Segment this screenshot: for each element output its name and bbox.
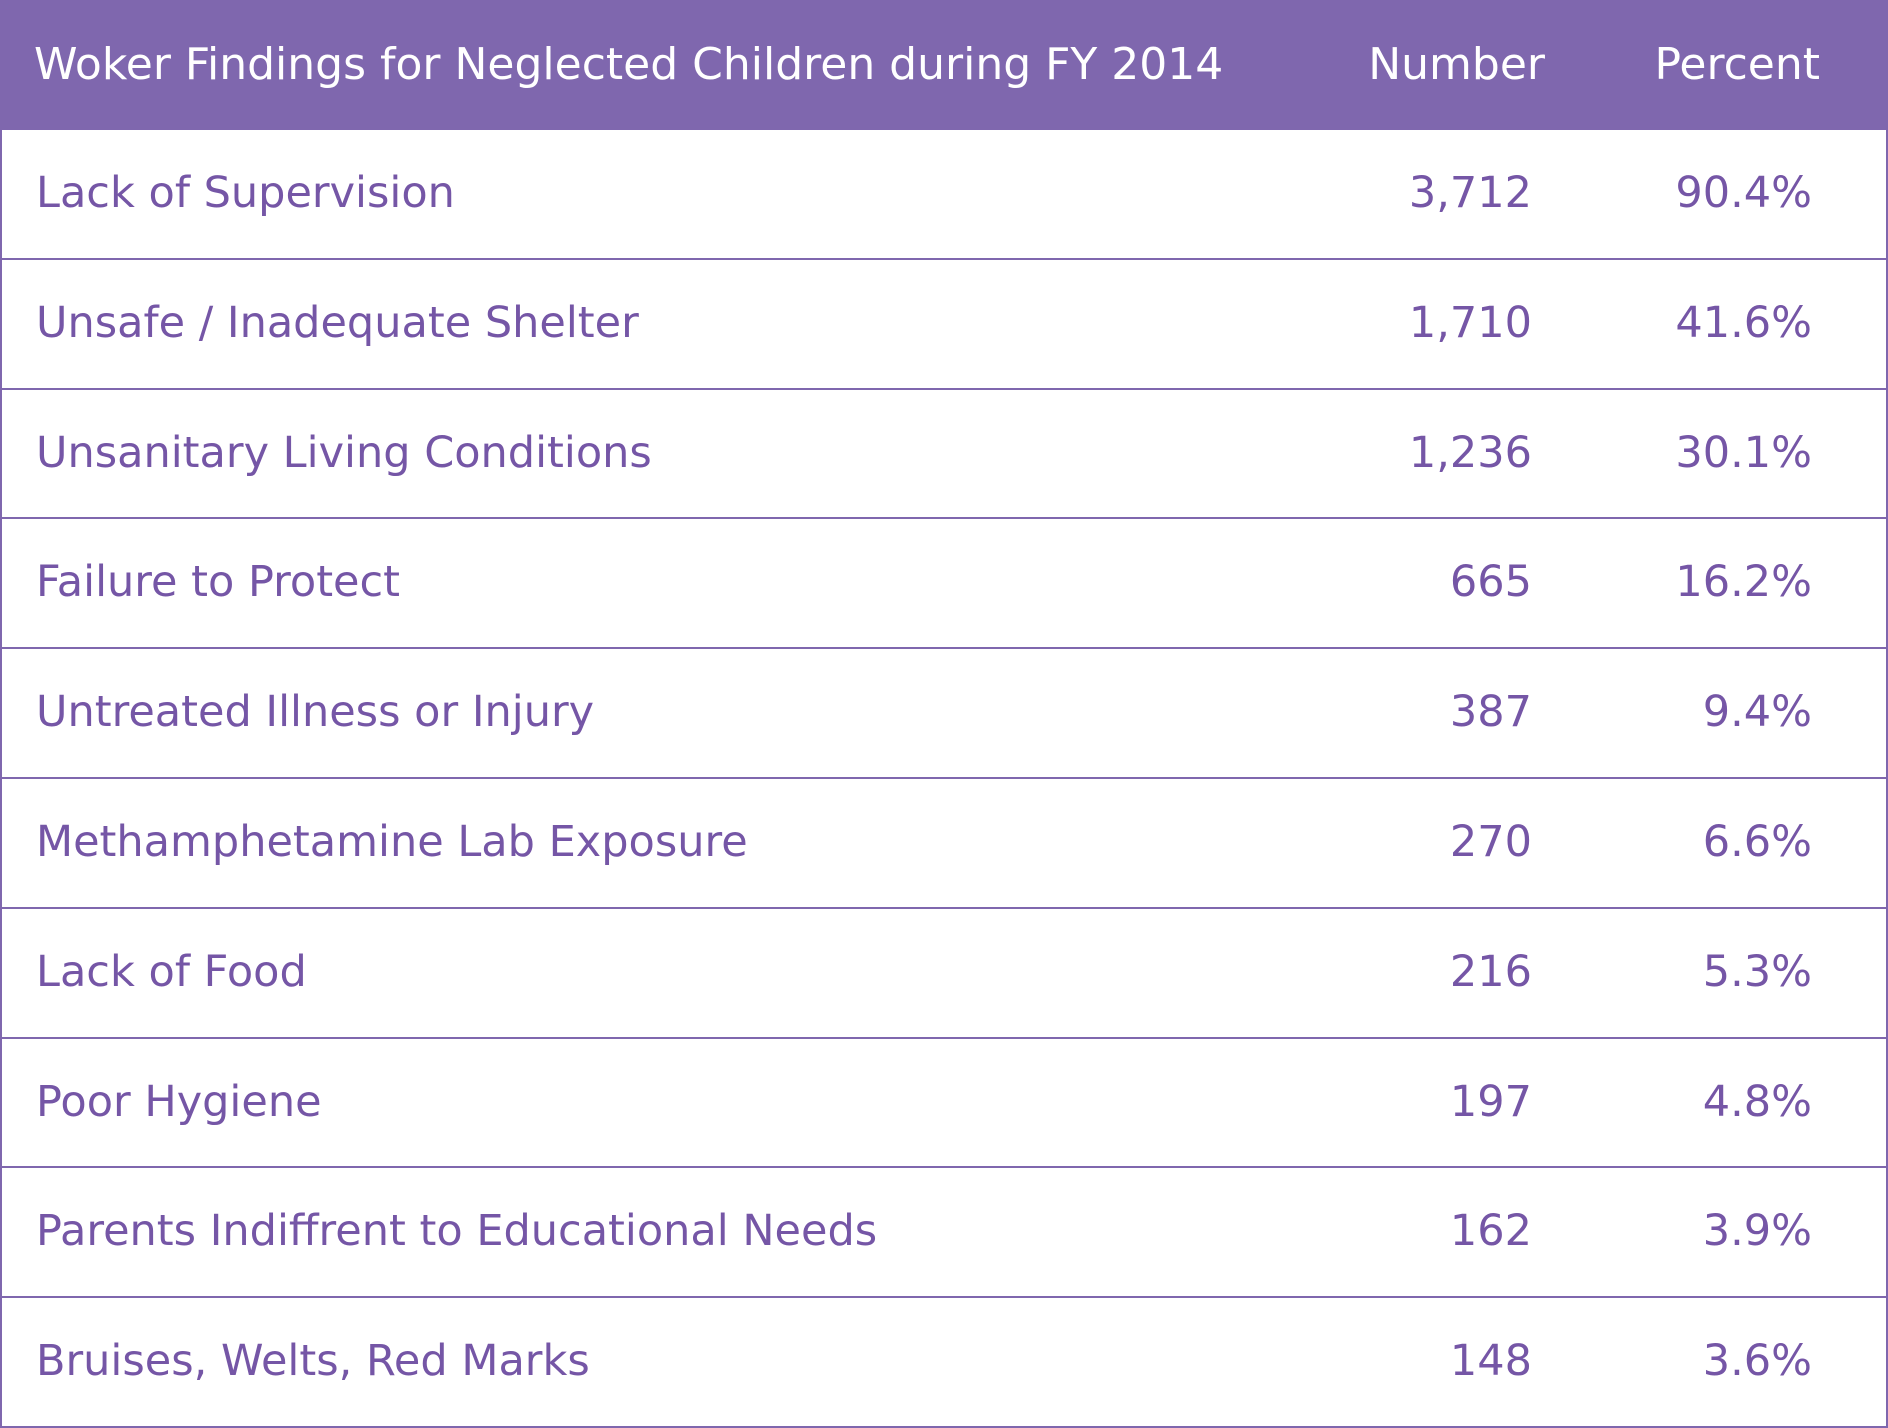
table-row: Failure to Protect 665 16.2% [0,519,1888,650]
table-row: Poor Hygiene 197 4.8% [0,1038,1888,1169]
row-percent: 9.4% [1702,687,1812,738]
row-label: Poor Hygiene [36,1076,322,1127]
table-row: Lack of Food 216 5.3% [0,908,1888,1039]
table-row: Untreated Illness or Injury 387 9.4% [0,649,1888,779]
row-label: Untreated Illness or Injury [36,687,595,738]
row-number: 1,236 [1408,427,1532,478]
table-body: Lack of Supervision 3,712 90.4% Unsafe / In… [0,130,1888,1428]
row-number: 197 [1449,1076,1532,1127]
row-percent: 3.9% [1702,1206,1812,1257]
table-header: Woker Findings for Neglected Children du… [0,0,1888,130]
row-percent: 6.6% [1702,817,1812,867]
header-findings: Woker Findings for Neglected Children du… [34,39,1224,90]
table-row: Bruises, Welts, Red Marks 148 3.6% [0,1298,1888,1428]
row-label: Unsafe / Inadequate Shelter [36,297,639,348]
row-label: Lack of Food [36,946,307,997]
row-label: Failure to Protect [36,557,401,608]
table-row: Methamphetamine Lab Exposure 270 6.6% [0,779,1888,909]
row-number: 270 [1449,817,1532,867]
header-percent: Percent [1654,39,1820,90]
row-percent: 90.4% [1675,168,1812,218]
row-number: 162 [1449,1206,1532,1257]
table-row: Unsanitary Living Conditions 1,236 30.1% [0,389,1888,520]
row-number: 216 [1449,946,1532,997]
row-label: Unsanitary Living Conditions [36,427,652,478]
row-number: 148 [1449,1336,1532,1387]
row-percent: 5.3% [1702,946,1812,997]
row-label: Bruises, Welts, Red Marks [36,1336,590,1387]
row-percent: 41.6% [1675,297,1812,348]
row-label: Parents Indiffrent to Educational Needs [36,1206,878,1257]
row-percent: 4.8% [1702,1076,1812,1127]
row-number: 3,712 [1408,168,1532,218]
table-row: Parents Indiffrent to Educational Needs 1… [0,1168,1888,1299]
row-percent: 16.2% [1675,557,1812,608]
row-percent: 30.1% [1675,427,1812,478]
row-label: Lack of Supervision [36,168,455,218]
row-number: 387 [1449,687,1532,738]
table-row: Lack of Supervision 3,712 90.4% [0,130,1888,260]
row-number: 665 [1449,557,1532,608]
row-percent: 3.6% [1702,1336,1812,1387]
table-row: Unsafe / Inadequate Shelter 1,710 41.6% [0,259,1888,390]
row-label: Methamphetamine Lab Exposure [36,817,748,867]
header-number: Number [1368,39,1545,90]
row-number: 1,710 [1408,297,1532,348]
